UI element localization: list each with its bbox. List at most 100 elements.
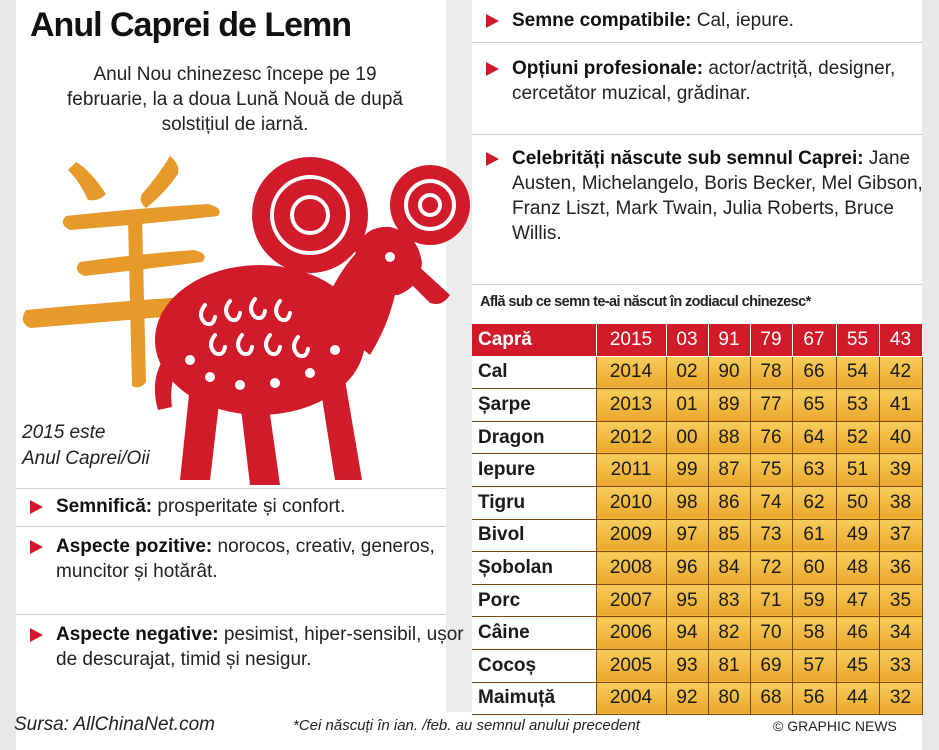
divider-right-3 (472, 284, 922, 285)
sign-cell: Cal (472, 355, 597, 390)
year-cell: 70 (749, 616, 793, 650)
year-note-line2: Anul Caprei/Oii (22, 448, 150, 469)
divider-right-1 (472, 42, 922, 43)
sign-cell: Capră (472, 323, 597, 357)
bullet-positive: Aspecte pozitive: norocos, creativ, gene… (30, 534, 468, 584)
year-cell: 65 (791, 388, 837, 422)
year-cell: 76 (749, 420, 793, 455)
year-cell: 2008 (595, 551, 667, 585)
year-cell: 2007 (595, 583, 667, 618)
bullet-label: Semne compatibile: (512, 10, 692, 31)
year-cell: 58 (791, 616, 837, 650)
year-cell: 32 (878, 681, 923, 716)
year-cell: 67 (791, 323, 837, 357)
year-cell: 80 (707, 681, 751, 716)
year-cell: 2015 (595, 323, 667, 357)
divider-left-1 (16, 526, 446, 527)
year-cell: 84 (707, 551, 751, 585)
table-title: Află sub ce semn te-ai născut în zodiacu… (480, 294, 811, 310)
year-cell: 88 (707, 420, 751, 455)
table-row: Cal 2014 02 90 78 66 54 42 (472, 355, 923, 390)
year-cell: 66 (791, 355, 837, 390)
year-cell: 50 (835, 485, 880, 520)
bullet-text: norocos, creativ, generos, muncitor și h… (56, 536, 435, 582)
table-row: Iepure 2011 99 87 75 63 51 39 (472, 453, 923, 487)
bullet-celebrities: Celebrități născute sub semnul Caprei: J… (486, 146, 932, 246)
intro-text: Anul Nou chinezesc începe pe 19 februari… (67, 64, 403, 135)
bullet-label: Aspecte pozitive: (56, 536, 213, 557)
left-margin (0, 0, 16, 750)
year-cell: 00 (665, 420, 709, 455)
year-cell: 40 (878, 420, 923, 455)
year-cell: 91 (707, 323, 751, 357)
table-row: Cocoș 2005 93 81 69 57 45 33 (472, 648, 923, 683)
sign-cell: Porc (472, 583, 597, 618)
bullet-compatible: Semne compatibile: Cal, iepure. (486, 8, 932, 33)
year-cell: 37 (878, 518, 923, 553)
year-cell: 72 (749, 551, 793, 585)
year-cell: 60 (791, 551, 837, 585)
triangle-bullet-icon (30, 628, 43, 642)
footnote-text: *Cei născuți în ian. /feb. au semnul anu… (293, 717, 640, 734)
year-cell: 2014 (595, 355, 667, 390)
year-cell: 46 (835, 616, 880, 650)
zodiac-table: Capră 2015 03 91 79 67 55 43 Cal 2014 02 90 78 66 54 42… (472, 323, 923, 716)
year-cell: 78 (749, 355, 793, 390)
goat-character-icon (22, 156, 244, 388)
sign-cell: Iepure (472, 453, 597, 487)
year-cell: 2004 (595, 681, 667, 716)
year-cell: 33 (878, 648, 923, 683)
goat-papercut-icon (154, 157, 470, 485)
table-row: Șobolan 2008 96 84 72 60 48 36 (472, 551, 923, 585)
triangle-bullet-icon (486, 152, 499, 166)
year-cell: 2013 (595, 388, 667, 422)
year-cell: 03 (665, 323, 709, 357)
year-cell: 2011 (595, 453, 667, 487)
divider-left-top (16, 488, 446, 489)
triangle-bullet-icon (486, 14, 499, 28)
bullet-text: prosperitate și confort. (152, 496, 346, 517)
year-cell: 63 (791, 453, 837, 487)
bullet-meaning: Semnifică: prosperitate și confort. (30, 494, 468, 519)
sign-cell: Șobolan (472, 551, 597, 585)
credit-text: © GRAPHIC NEWS (773, 718, 897, 734)
table-header-row: Capră 2015 03 91 79 67 55 43 (472, 323, 923, 357)
triangle-bullet-icon (30, 540, 43, 554)
year-cell: 85 (707, 518, 751, 553)
year-cell: 36 (878, 551, 923, 585)
year-cell: 53 (835, 388, 880, 422)
year-cell: 41 (878, 388, 923, 422)
year-cell: 93 (665, 648, 709, 683)
year-cell: 59 (791, 583, 837, 618)
year-cell: 97 (665, 518, 709, 553)
bullet-text: Jane Austen, Michelangelo, Boris Becker,… (512, 148, 923, 244)
year-cell: 95 (665, 583, 709, 618)
table-row: Bivol 2009 97 85 73 61 49 37 (472, 518, 923, 553)
year-cell: 73 (749, 518, 793, 553)
bullet-label: Celebrități născute sub semnul Caprei: (512, 148, 864, 169)
table-row: Maimuță 2004 92 80 68 56 44 32 (472, 681, 923, 716)
year-cell: 99 (665, 453, 709, 487)
year-cell: 82 (707, 616, 751, 650)
year-cell: 2009 (595, 518, 667, 553)
divider-left-2 (16, 614, 446, 615)
year-cell: 2012 (595, 420, 667, 455)
year-cell: 62 (791, 485, 837, 520)
year-cell: 51 (835, 453, 880, 487)
table-row: Șarpe 2013 01 89 77 65 53 41 (472, 388, 923, 422)
year-cell: 77 (749, 388, 793, 422)
bullet-text: pesimist, hiper-sensibil, ușor de descur… (56, 624, 464, 670)
year-cell: 75 (749, 453, 793, 487)
table-row: Tigru 2010 98 86 74 62 50 38 (472, 485, 923, 520)
year-cell: 35 (878, 583, 923, 618)
year-cell: 81 (707, 648, 751, 683)
year-cell: 86 (707, 485, 751, 520)
sign-cell: Câine (472, 616, 597, 650)
year-cell: 49 (835, 518, 880, 553)
year-cell: 55 (835, 323, 880, 357)
year-cell: 52 (835, 420, 880, 455)
source-text: Sursa: AllChinaNet.com (14, 714, 215, 735)
year-cell: 39 (878, 453, 923, 487)
sign-cell: Cocoș (472, 648, 597, 683)
year-cell: 68 (749, 681, 793, 716)
